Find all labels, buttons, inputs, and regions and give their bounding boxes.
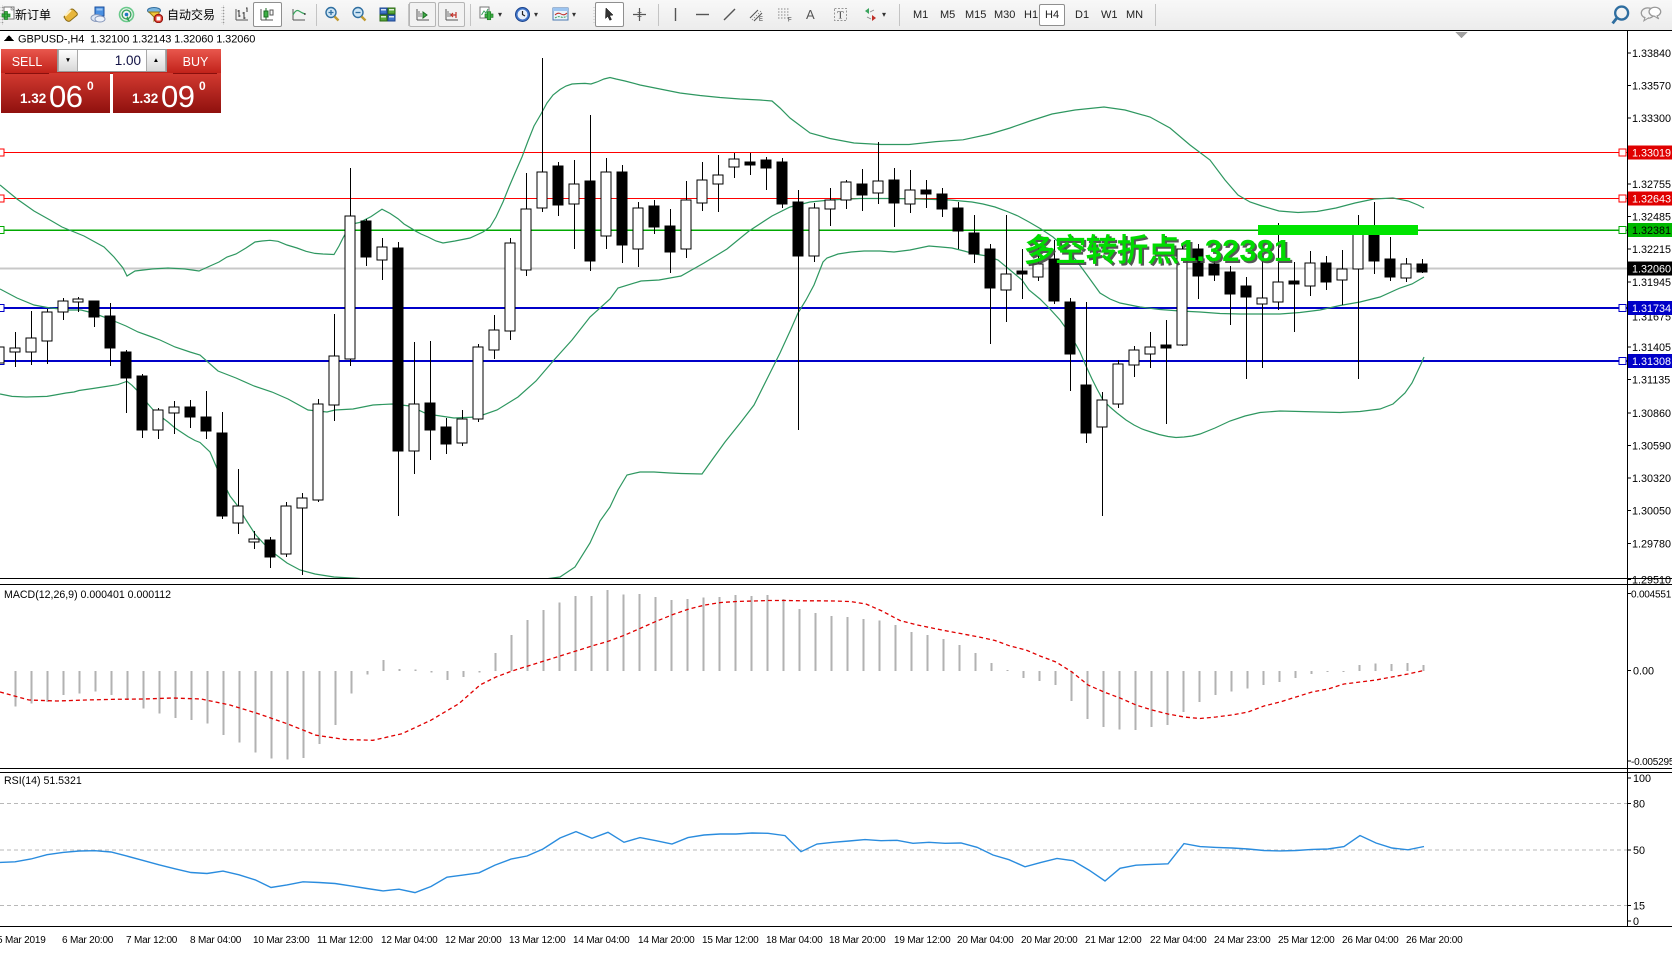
svg-text:0.004551: 0.004551 — [1631, 590, 1672, 601]
svg-text:18 Mar 04:00: 18 Mar 04:00 — [766, 935, 823, 946]
svg-text:15: 15 — [1633, 901, 1645, 913]
svg-text:多空转折点1.32381: 多空转折点1.32381 — [1026, 235, 1293, 270]
svg-text:1.29510: 1.29510 — [1632, 575, 1671, 587]
svg-text:10 Mar 23:00: 10 Mar 23:00 — [253, 935, 310, 946]
svg-text:1.31135: 1.31135 — [1632, 375, 1670, 387]
svg-text:1.33300: 1.33300 — [1632, 113, 1671, 125]
svg-text:15 Mar 12:00: 15 Mar 12:00 — [702, 935, 759, 946]
svg-text:80: 80 — [1633, 799, 1645, 811]
svg-text:0: 0 — [1633, 916, 1639, 928]
svg-text:MACD(12,26,9) 0.000401 0.00011: MACD(12,26,9) 0.000401 0.000112 — [4, 589, 171, 601]
svg-text:21 Mar 12:00: 21 Mar 12:00 — [1085, 935, 1142, 946]
svg-text:22 Mar 04:00: 22 Mar 04:00 — [1150, 935, 1207, 946]
svg-text:GBPUSD-,H4 1.32100 1.32143 1.: GBPUSD-,H4 1.32100 1.32143 1.32060 1.320… — [18, 34, 255, 46]
svg-text:-0.005295: -0.005295 — [1631, 757, 1672, 768]
svg-text:14 Mar 20:00: 14 Mar 20:00 — [638, 935, 695, 946]
svg-text:1.32060: 1.32060 — [1632, 264, 1671, 276]
svg-text:RSI(14) 51.5321: RSI(14) 51.5321 — [4, 775, 82, 787]
svg-text:1.29780: 1.29780 — [1632, 538, 1671, 550]
svg-text:1.31945: 1.31945 — [1632, 277, 1671, 289]
svg-text:1.32381: 1.32381 — [1632, 225, 1671, 237]
svg-text:100: 100 — [1633, 773, 1651, 785]
svg-text:1.30590: 1.30590 — [1632, 441, 1671, 453]
svg-text:1.31308: 1.31308 — [1632, 356, 1671, 368]
svg-text:8 Mar 04:00: 8 Mar 04:00 — [190, 935, 242, 946]
svg-text:25 Mar 12:00: 25 Mar 12:00 — [1278, 935, 1335, 946]
svg-text:1.33840: 1.33840 — [1632, 48, 1671, 60]
svg-text:7 Mar 12:00: 7 Mar 12:00 — [126, 935, 178, 946]
svg-text:多空转折点1.32381: 多空转折点1.32381 — [1024, 233, 1291, 268]
svg-text:24 Mar 23:00: 24 Mar 23:00 — [1214, 935, 1271, 946]
svg-text:T: T — [837, 10, 844, 22]
svg-text:20 Mar 04:00: 20 Mar 04:00 — [957, 935, 1014, 946]
svg-text:19 Mar 12:00: 19 Mar 12:00 — [894, 935, 951, 946]
svg-text:26 Mar 20:00: 26 Mar 20:00 — [1406, 935, 1463, 946]
svg-text:14 Mar 04:00: 14 Mar 04:00 — [573, 935, 630, 946]
svg-text:F: F — [788, 18, 792, 24]
svg-text:12 Mar 20:00: 12 Mar 20:00 — [445, 935, 502, 946]
svg-text:1.32755: 1.32755 — [1632, 179, 1671, 191]
svg-text:1.31734: 1.31734 — [1632, 303, 1671, 315]
svg-text:18 Mar 20:00: 18 Mar 20:00 — [829, 935, 886, 946]
svg-text:E: E — [759, 17, 763, 23]
svg-text:26 Mar 04:00: 26 Mar 04:00 — [1342, 935, 1399, 946]
svg-text:1.30320: 1.30320 — [1632, 473, 1671, 485]
svg-text:1.33570: 1.33570 — [1632, 81, 1671, 93]
svg-text:1.30860: 1.30860 — [1632, 408, 1671, 420]
svg-text:1.33019: 1.33019 — [1632, 148, 1671, 160]
svg-text:50: 50 — [1633, 845, 1645, 857]
svg-text:12 Mar 04:00: 12 Mar 04:00 — [381, 935, 438, 946]
svg-text:5 Mar 2019: 5 Mar 2019 — [0, 935, 46, 946]
svg-text:1.32643: 1.32643 — [1632, 194, 1671, 206]
svg-text:1.32485: 1.32485 — [1632, 212, 1671, 224]
svg-text:6 Mar 20:00: 6 Mar 20:00 — [62, 935, 114, 946]
svg-text:0.00: 0.00 — [1633, 666, 1654, 678]
svg-text:11 Mar 12:00: 11 Mar 12:00 — [317, 935, 373, 946]
svg-text:1.32215: 1.32215 — [1632, 244, 1671, 256]
svg-text:1.31405: 1.31405 — [1632, 342, 1671, 354]
svg-text:1.30050: 1.30050 — [1632, 506, 1671, 518]
svg-text:13 Mar 12:00: 13 Mar 12:00 — [509, 935, 566, 946]
svg-text:20 Mar 20:00: 20 Mar 20:00 — [1021, 935, 1078, 946]
